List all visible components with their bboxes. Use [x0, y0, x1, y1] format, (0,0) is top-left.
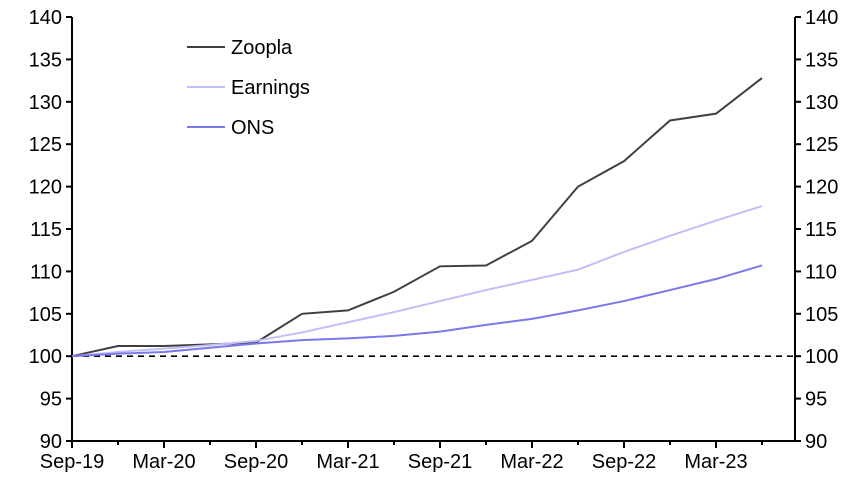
right-y-tick-label: 90 [805, 431, 827, 453]
x-tick-label: Mar-20 [132, 451, 195, 473]
left-y-tick-label: 105 [29, 304, 62, 326]
left-y-tick-label: 100 [29, 346, 62, 368]
left-y-tick-label: 130 [29, 92, 62, 114]
right-y-tick-label: 95 [805, 389, 827, 411]
x-tick-label: Sep-19 [40, 451, 105, 473]
right-y-tick-label: 105 [805, 304, 838, 326]
left-y-tick-label: 120 [29, 177, 62, 199]
left-y-tick-label: 135 [29, 49, 62, 71]
series-line-earnings [71, 205, 763, 358]
x-tick-label: Sep-20 [224, 451, 289, 473]
x-tick-label: Sep-21 [408, 451, 473, 473]
right-y-tick-label: 115 [805, 219, 837, 241]
right-y-tick-label: 140 [805, 7, 838, 29]
x-tick-label: Sep-22 [592, 451, 657, 473]
right-y-tick-label: 100 [805, 346, 838, 368]
left-y-tick-label: 90 [40, 431, 62, 453]
x-tick-label: Mar-21 [316, 451, 379, 473]
left-y-tick-label: 95 [40, 389, 62, 411]
left-y-tick-label: 125 [29, 134, 62, 156]
left-y-tick-label: 140 [29, 7, 62, 29]
right-y-tick-label: 135 [805, 49, 838, 71]
series-line-ons [71, 264, 763, 358]
right-y-tick-label: 125 [805, 134, 838, 156]
legend-label-zoopla: Zoopla [231, 37, 293, 59]
left-y-tick-label: 115 [30, 219, 62, 241]
x-tick-label: Mar-22 [500, 451, 563, 473]
legend-label-ons: ONS [231, 117, 274, 139]
legend-label-earnings: Earnings [231, 77, 310, 99]
right-y-tick-label: 130 [805, 92, 838, 114]
x-tick-label: Mar-23 [684, 451, 747, 473]
series-line-zoopla [71, 77, 763, 358]
right-y-tick-label: 110 [805, 261, 837, 283]
right-y-tick-label: 120 [805, 177, 838, 199]
left-y-tick-label: 110 [30, 261, 62, 283]
